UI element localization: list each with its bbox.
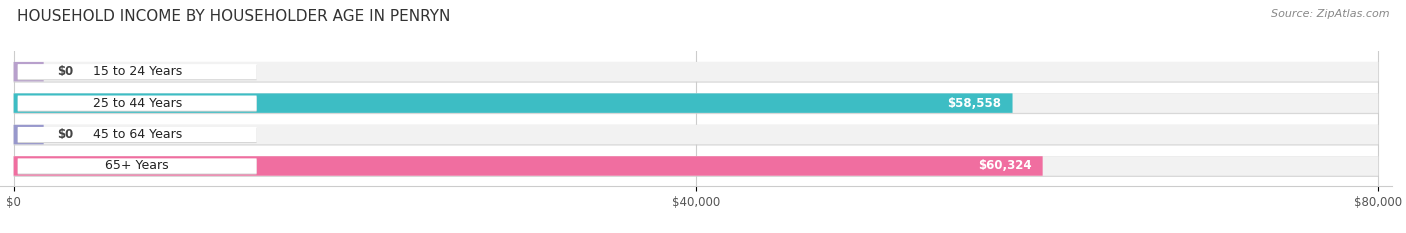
Text: $60,324: $60,324	[979, 159, 1032, 172]
Text: $0: $0	[58, 65, 73, 78]
FancyBboxPatch shape	[14, 125, 1378, 144]
Text: 65+ Years: 65+ Years	[105, 159, 169, 172]
FancyBboxPatch shape	[14, 156, 1378, 176]
FancyBboxPatch shape	[14, 93, 1378, 113]
Text: 25 to 44 Years: 25 to 44 Years	[93, 97, 181, 110]
FancyBboxPatch shape	[14, 156, 1043, 176]
FancyBboxPatch shape	[18, 96, 256, 112]
FancyBboxPatch shape	[18, 64, 256, 79]
FancyBboxPatch shape	[18, 65, 256, 80]
FancyBboxPatch shape	[14, 125, 44, 144]
FancyBboxPatch shape	[18, 128, 256, 143]
FancyBboxPatch shape	[14, 156, 1378, 177]
FancyBboxPatch shape	[18, 159, 256, 175]
Text: $58,558: $58,558	[948, 97, 1001, 110]
Text: 45 to 64 Years: 45 to 64 Years	[93, 128, 181, 141]
Text: HOUSEHOLD INCOME BY HOUSEHOLDER AGE IN PENRYN: HOUSEHOLD INCOME BY HOUSEHOLDER AGE IN P…	[17, 9, 450, 24]
FancyBboxPatch shape	[14, 93, 1378, 114]
Text: Source: ZipAtlas.com: Source: ZipAtlas.com	[1271, 9, 1389, 19]
FancyBboxPatch shape	[14, 62, 44, 81]
FancyBboxPatch shape	[14, 93, 1012, 113]
FancyBboxPatch shape	[14, 62, 1378, 81]
FancyBboxPatch shape	[18, 158, 256, 174]
FancyBboxPatch shape	[18, 96, 256, 111]
FancyBboxPatch shape	[18, 127, 256, 142]
FancyBboxPatch shape	[14, 125, 1378, 146]
FancyBboxPatch shape	[14, 62, 1378, 83]
Text: 15 to 24 Years: 15 to 24 Years	[93, 65, 181, 78]
Text: $0: $0	[58, 128, 73, 141]
